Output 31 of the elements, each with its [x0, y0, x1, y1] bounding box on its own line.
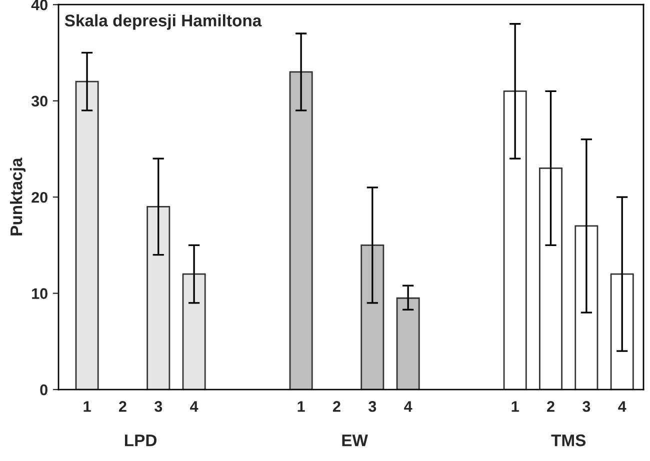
- x-tick-label: 2: [118, 401, 126, 412]
- text: Skala depresji Hamiltona: [64, 14, 262, 30]
- bar: [146, 206, 170, 390]
- x-tick-label: 3: [154, 401, 162, 412]
- y-tick-label: 0: [40, 384, 48, 396]
- text: EW: [342, 434, 368, 446]
- y-tick-label: 10: [32, 288, 48, 299]
- y-axis-title: Punktacja: [10, 158, 26, 236]
- x-tick-label: 1: [298, 401, 305, 412]
- bar: [610, 273, 634, 390]
- x-tick-label: 4: [190, 401, 198, 412]
- y-tick-label: 30: [31, 96, 48, 107]
- bar: [75, 80, 99, 390]
- x-tick-label: 1: [84, 401, 91, 412]
- text: TMS: [551, 434, 586, 446]
- x-tick-label: 4: [618, 401, 626, 412]
- bar: [574, 225, 598, 390]
- x-tick-label: 3: [582, 401, 590, 412]
- bar: [360, 244, 384, 390]
- bar: [182, 273, 206, 390]
- x-tick-label: 2: [333, 401, 340, 412]
- x-tick-label: 3: [368, 401, 376, 412]
- bar: [289, 71, 313, 390]
- x-tick-label: 1: [512, 401, 519, 412]
- bar: [503, 90, 527, 390]
- text: LPD: [124, 434, 157, 446]
- bar: [396, 297, 420, 390]
- x-tick-label: 4: [404, 401, 412, 412]
- x-tick-label: 2: [547, 401, 554, 412]
- y-tick-label: 20: [32, 192, 48, 203]
- bar: [539, 168, 563, 390]
